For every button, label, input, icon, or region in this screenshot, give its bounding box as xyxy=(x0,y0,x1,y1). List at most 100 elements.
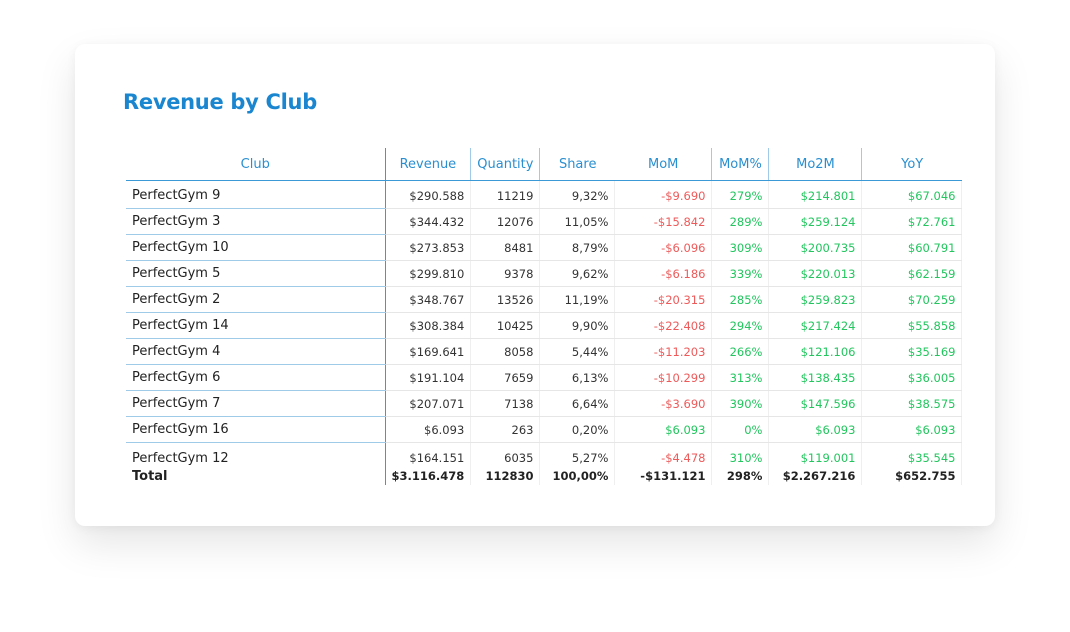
yoy-cell: $652.755 xyxy=(861,469,963,485)
mom-pct-cell: 266% xyxy=(711,338,770,365)
quantity-cell: 11219 xyxy=(470,180,541,209)
table-row[interactable]: PerfectGym 9 $290.588 11219 9,32% -$9.690 279… xyxy=(126,180,963,209)
mo2m-cell: $121.106 xyxy=(768,338,863,365)
total-row[interactable]: Total $3.116.478 112830 100,00% -$131.121 298… xyxy=(126,469,963,485)
mo2m-cell: $214.801 xyxy=(768,180,863,209)
mo2m-cell: $119.001 xyxy=(768,442,863,469)
share-cell: 11,05% xyxy=(539,208,616,235)
share-cell: 11,19% xyxy=(539,286,616,313)
table-row[interactable]: PerfectGym 16 $6.093 263 0,20% $6.093 0% $6.09… xyxy=(126,416,963,443)
club-cell: PerfectGym 16 xyxy=(126,416,386,443)
club-cell: PerfectGym 10 xyxy=(126,234,386,261)
yoy-cell: $38.575 xyxy=(861,390,963,417)
column-header-mom[interactable]: MoM xyxy=(614,148,713,181)
yoy-cell: $6.093 xyxy=(861,416,963,443)
mom-pct-cell: 339% xyxy=(711,260,770,287)
club-cell: PerfectGym 9 xyxy=(126,180,386,209)
mom-pct-cell: 313% xyxy=(711,364,770,391)
share-cell: 9,62% xyxy=(539,260,616,287)
yoy-cell: $35.169 xyxy=(861,338,963,365)
column-header-quantity[interactable]: Quantity xyxy=(470,148,541,181)
club-cell: PerfectGym 5 xyxy=(126,260,386,287)
revenue-cell: $207.071 xyxy=(385,390,472,417)
mom-cell: -$131.121 xyxy=(614,469,713,485)
column-header-mom-pct[interactable]: MoM% xyxy=(711,148,770,181)
mo2m-cell: $138.435 xyxy=(768,364,863,391)
mom-pct-cell: 285% xyxy=(711,286,770,313)
column-header-yoy[interactable]: YoY xyxy=(861,148,962,181)
table-row[interactable]: PerfectGym 3 $344.432 12076 11,05% -$15.842 2… xyxy=(126,208,963,235)
mom-pct-cell: 309% xyxy=(711,234,770,261)
table-row[interactable]: PerfectGym 12 $164.151 6035 5,27% -$4.478 310… xyxy=(126,442,963,469)
revenue-cell: $290.588 xyxy=(385,180,472,209)
table-body: PerfectGym 9 $290.588 11219 9,32% -$9.690 279… xyxy=(126,180,963,485)
mo2m-cell: $259.823 xyxy=(768,286,863,313)
quantity-cell: 8481 xyxy=(470,234,541,261)
column-header-mo2m[interactable]: Mo2M xyxy=(768,148,863,181)
revenue-cell: $308.384 xyxy=(385,312,472,339)
revenue-cell: $273.853 xyxy=(385,234,472,261)
quantity-cell: 112830 xyxy=(470,469,541,485)
mo2m-cell: $200.735 xyxy=(768,234,863,261)
table-row[interactable]: PerfectGym 14 $308.384 10425 9,90% -$22.408 2… xyxy=(126,312,963,339)
revenue-cell: $169.641 xyxy=(385,338,472,365)
column-header-revenue[interactable]: Revenue xyxy=(385,148,472,181)
column-header-club[interactable]: Club xyxy=(126,148,386,181)
mom-pct-cell: 310% xyxy=(711,442,770,469)
revenue-cell: $6.093 xyxy=(385,416,472,443)
mo2m-cell: $6.093 xyxy=(768,416,863,443)
table-header-row: Club Revenue Quantity Share MoM MoM% Mo2… xyxy=(126,148,962,181)
mom-cell: $6.093 xyxy=(614,416,713,443)
mom-cell: -$6.186 xyxy=(614,260,713,287)
share-cell: 9,90% xyxy=(539,312,616,339)
share-cell: 100,00% xyxy=(539,469,616,485)
mom-cell: -$11.203 xyxy=(614,338,713,365)
mo2m-cell: $147.596 xyxy=(768,390,863,417)
revenue-cell: $344.432 xyxy=(385,208,472,235)
share-cell: 5,27% xyxy=(539,442,616,469)
mo2m-cell: $2.267.216 xyxy=(768,469,863,485)
table-row[interactable]: PerfectGym 5 $299.810 9378 9,62% -$6.186 339%… xyxy=(126,260,963,287)
mom-cell: -$3.690 xyxy=(614,390,713,417)
yoy-cell: $36.005 xyxy=(861,364,963,391)
table-row[interactable]: PerfectGym 10 $273.853 8481 8,79% -$6.096 309… xyxy=(126,234,963,261)
report-title: Revenue by Club xyxy=(123,90,317,114)
quantity-cell: 7659 xyxy=(470,364,541,391)
mo2m-cell: $259.124 xyxy=(768,208,863,235)
mom-pct-cell: 294% xyxy=(711,312,770,339)
revenue-cell: $164.151 xyxy=(385,442,472,469)
revenue-cell: $3.116.478 xyxy=(385,469,472,485)
quantity-cell: 8058 xyxy=(470,338,541,365)
club-cell: Total xyxy=(126,469,386,485)
mom-cell: -$15.842 xyxy=(614,208,713,235)
quantity-cell: 263 xyxy=(470,416,541,443)
table-row[interactable]: PerfectGym 6 $191.104 7659 6,13% -$10.299 313… xyxy=(126,364,963,391)
revenue-cell: $299.810 xyxy=(385,260,472,287)
table-row[interactable]: PerfectGym 2 $348.767 13526 11,19% -$20.315 2… xyxy=(126,286,963,313)
table-row[interactable]: PerfectGym 4 $169.641 8058 5,44% -$11.203 266… xyxy=(126,338,963,365)
mom-cell: -$6.096 xyxy=(614,234,713,261)
share-cell: 6,13% xyxy=(539,364,616,391)
mom-pct-cell: 289% xyxy=(711,208,770,235)
mom-cell: -$22.408 xyxy=(614,312,713,339)
share-cell: 0,20% xyxy=(539,416,616,443)
share-cell: 8,79% xyxy=(539,234,616,261)
table-row[interactable]: PerfectGym 7 $207.071 7138 6,64% -$3.690 390%… xyxy=(126,390,963,417)
yoy-cell: $70.259 xyxy=(861,286,963,313)
club-cell: PerfectGym 7 xyxy=(126,390,386,417)
column-header-share[interactable]: Share xyxy=(539,148,615,181)
quantity-cell: 10425 xyxy=(470,312,541,339)
quantity-cell: 9378 xyxy=(470,260,541,287)
share-cell: 9,32% xyxy=(539,180,616,209)
yoy-cell: $60.791 xyxy=(861,234,963,261)
mom-pct-cell: 390% xyxy=(711,390,770,417)
quantity-cell: 12076 xyxy=(470,208,541,235)
yoy-cell: $55.858 xyxy=(861,312,963,339)
mo2m-cell: $217.424 xyxy=(768,312,863,339)
club-cell: PerfectGym 12 xyxy=(126,442,386,469)
mom-cell: -$10.299 xyxy=(614,364,713,391)
club-cell: PerfectGym 2 xyxy=(126,286,386,313)
yoy-cell: $72.761 xyxy=(861,208,963,235)
quantity-cell: 6035 xyxy=(470,442,541,469)
mom-pct-cell: 279% xyxy=(711,180,770,209)
